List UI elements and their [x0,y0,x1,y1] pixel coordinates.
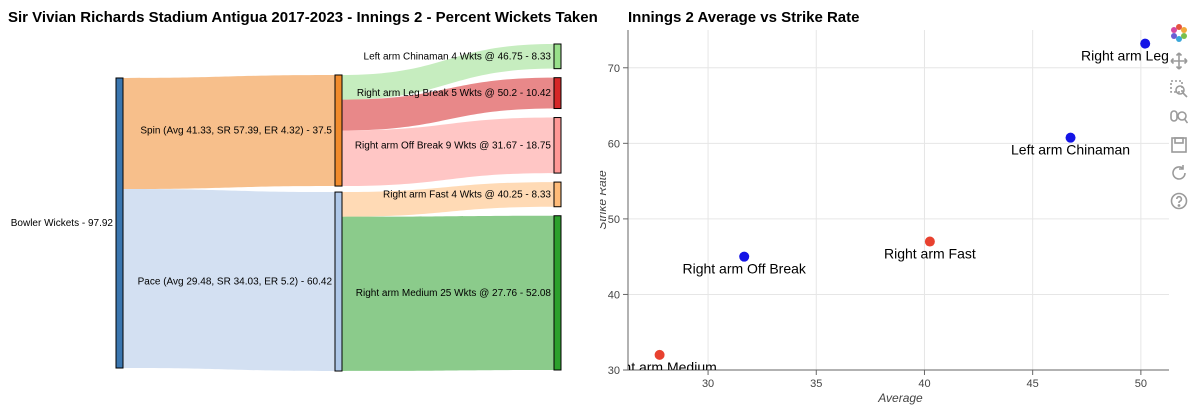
x-tick-label: 40 [918,378,930,390]
sankey-label-total: Bowler Wickets - 97.92 [11,218,114,229]
scatter-point [739,251,750,262]
x-tick-label: 50 [1135,378,1147,390]
sankey-label-lac: Left arm Chinaman 4 Wkts @ 46.75 - 8.33 [364,51,552,62]
x-axis-label: Average [877,391,923,405]
sankey-title: Sir Vivian Richards Stadium Antigua 2017… [8,9,600,26]
sankey-link-pace-ram [342,215,554,371]
sankey-label-spin: Spin (Avg 41.33, SR 57.39, ER 4.32) - 37… [140,126,332,137]
sankey-nodes [115,43,562,372]
sankey-label-rlb: Right arm Leg Break 5 Wkts @ 50.2 - 10.4… [357,88,552,99]
sankey-label-ram: Right arm Medium 25 Wkts @ 27.76 - 52.08 [356,288,552,299]
sankey-node-ram [553,215,562,371]
sankey-label-raf: Right arm Fast 4 Wkts @ 40.25 - 8.33 [383,189,551,200]
box-zoom-icon[interactable] [1168,78,1190,100]
sankey-chart: Sir Vivian Richards Stadium Antigua 2017… [8,9,600,372]
scatter-point-label: Right arm Leg Break [1081,48,1170,64]
sankey-labels: Bowler Wickets - 97.92 Spin (Avg 41.33, S… [11,51,552,299]
scatter-chart: Innings 2 Average vs Strike Rate 30 35 40 4… [600,9,1170,405]
bokeh-logo-icon[interactable] [1168,22,1190,44]
scatter-points: Right arm Medium Right arm Off Break Right… [602,38,1170,375]
sankey-link-pace-raf [342,182,554,217]
y-tick-label: 70 [608,63,620,75]
sankey-link-spin-lac [342,44,554,100]
x-tick-label: 45 [1027,378,1039,390]
scatter-title: Innings 2 Average vs Strike Rate [628,9,859,26]
wheel-zoom-icon[interactable] [1168,106,1190,128]
scatter-point-label: Right arm Off Break [682,261,806,277]
scatter-point-label: Right arm Fast [884,246,976,262]
y-tick-label: 30 [608,365,620,377]
scatter-point [654,349,665,360]
sankey-node-rlb [553,77,562,110]
help-icon[interactable] [1168,190,1190,212]
sankey-label-rob: Right arm Off Break 9 Wkts @ 31.67 - 18.… [355,140,552,151]
scatter-point-label: Right arm Medium [602,359,716,375]
reset-icon[interactable] [1168,162,1190,184]
y-tick-label: 50 [608,214,620,226]
scatter-point [924,236,935,247]
scatter-point-label: Left arm Chinaman [1011,142,1130,158]
y-tick-label: 60 [608,138,620,150]
sankey-node-pace [334,191,343,372]
scatter-axes: 30 35 40 45 50 30 40 50 60 70 [608,30,1169,390]
pan-icon[interactable] [1168,50,1190,72]
x-tick-label: 30 [702,378,714,390]
scatter-point [1065,132,1076,143]
scatter-point [1140,38,1151,49]
sankey-link-spin-rob [342,117,554,187]
x-tick-label: 35 [810,378,822,390]
sankey-node-total [115,77,124,369]
sankey-link-spin-rlb [342,77,554,131]
save-icon[interactable] [1168,134,1190,156]
sankey-label-pace: Pace (Avg 29.48, SR 34.03, ER 5.2) - 60.… [138,277,333,288]
sankey-link-total-spin [123,74,335,190]
sankey-node-spin [334,74,343,187]
sankey-node-lac [553,43,562,70]
sankey-node-rob [553,117,562,174]
y-tick-label: 40 [608,289,620,301]
sankey-node-raf [553,181,562,208]
sankey-links [123,44,554,372]
scatter-grid [628,30,1169,371]
y-axis-label: Strike Rate [600,170,609,230]
sankey-link-total-pace [123,189,335,372]
chart-toolbar [1168,22,1192,218]
